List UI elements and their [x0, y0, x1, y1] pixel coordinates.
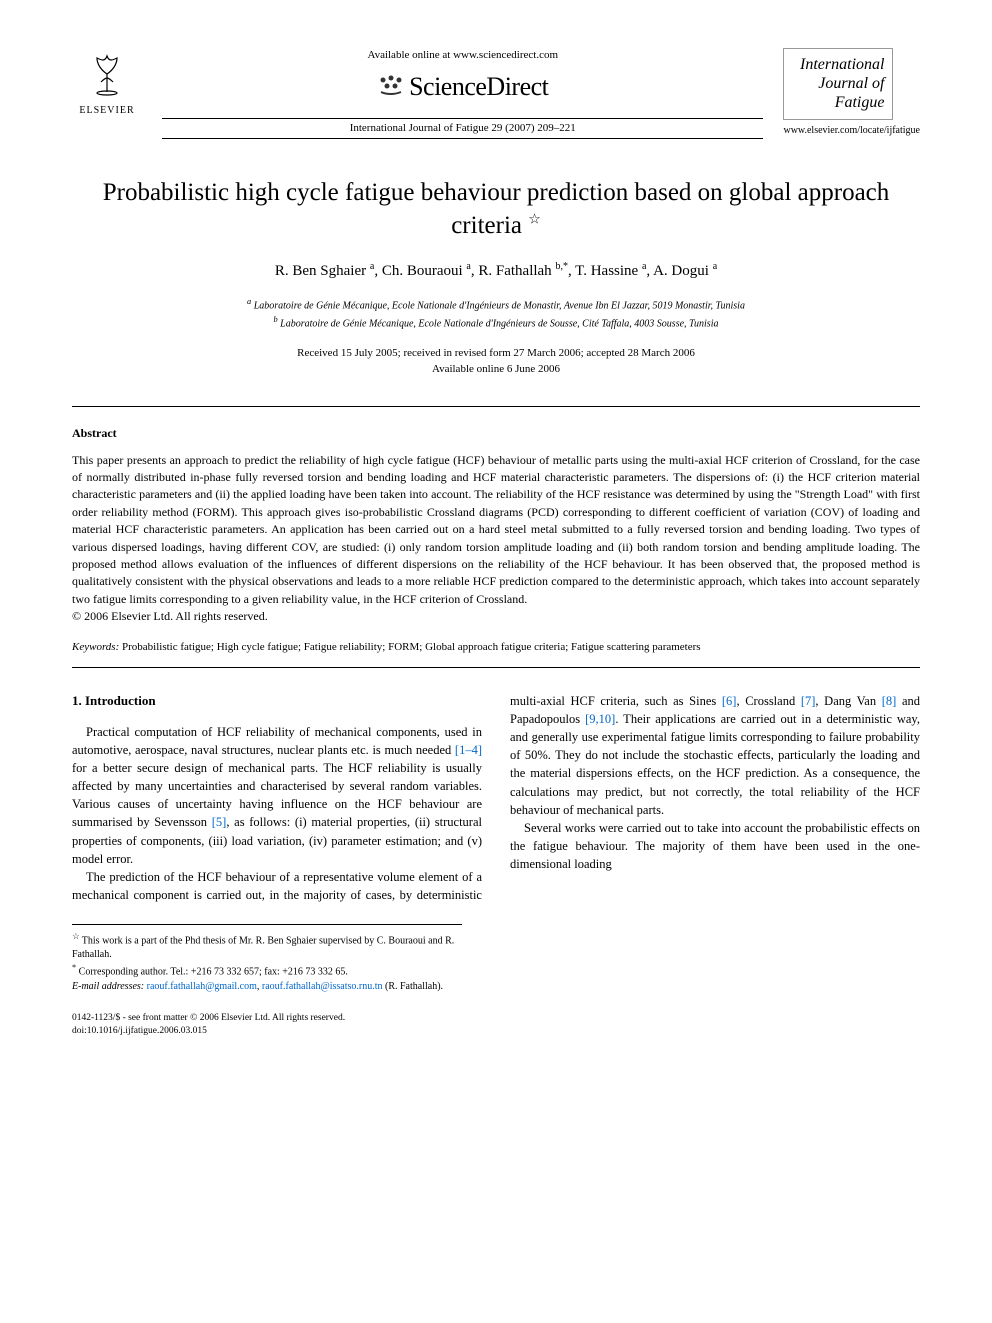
- page-header: ELSEVIER Available online at www.science…: [72, 48, 920, 141]
- authors: R. Ben Sghaier a, Ch. Bouraoui a, R. Fat…: [72, 260, 920, 282]
- abstract-rule-top: [72, 406, 920, 407]
- p2b: , Crossland: [736, 694, 800, 708]
- keywords-label: Keywords:: [72, 641, 119, 653]
- header-rule-bottom: [162, 138, 763, 139]
- abstract-heading: Abstract: [72, 425, 920, 442]
- ref-5[interactable]: [5]: [212, 815, 227, 829]
- ref-1-4[interactable]: [1–4]: [455, 743, 482, 757]
- affiliation-a-text: Laboratoire de Génie Mécanique, Ecole Na…: [254, 301, 745, 312]
- sciencedirect-icon: [377, 74, 405, 104]
- footnote-corresponding-text: Corresponding author. Tel.: +216 73 332 …: [79, 967, 348, 978]
- footnotes: ☆ This work is a part of the Phd thesis …: [72, 924, 462, 994]
- email-suffix: (R. Fathallah).: [382, 981, 443, 992]
- elsevier-logo: ELSEVIER: [72, 48, 142, 118]
- email-1[interactable]: raouf.fathallah@gmail.com: [147, 981, 257, 992]
- keywords: Keywords: Probabilistic fatigue; High cy…: [72, 640, 920, 655]
- sciencedirect-logo: ScienceDirect: [162, 69, 763, 105]
- center-header: Available online at www.sciencedirect.co…: [142, 48, 783, 141]
- article-title: Probabilistic high cycle fatigue behavio…: [72, 177, 920, 242]
- journal-logo: International Journal of Fatigue: [783, 48, 893, 120]
- abstract-rule-bottom: [72, 667, 920, 668]
- p2e: . Their applications are carried out in …: [510, 712, 920, 817]
- abstract-text: This paper presents an approach to predi…: [72, 453, 920, 606]
- p1c: , as follows: (i) material properties, (…: [226, 815, 459, 829]
- footnote-email: E-mail addresses: raouf.fathallah@gmail.…: [72, 980, 462, 994]
- title-footnote-marker: ☆: [528, 212, 541, 227]
- affiliations: a Laboratoire de Génie Mécanique, Ecole …: [72, 296, 920, 331]
- p2c: , Dang Van: [815, 694, 881, 708]
- title-text: Probabilistic high cycle fatigue behavio…: [103, 179, 890, 239]
- footer-copyright: 0142-1123/$ - see front matter © 2006 El…: [72, 1012, 920, 1025]
- journal-logo-block: International Journal of Fatigue www.els…: [783, 48, 920, 138]
- footnote-star: ☆ This work is a part of the Phd thesis …: [72, 931, 462, 962]
- sciencedirect-text: ScienceDirect: [409, 72, 548, 101]
- date-online: Available online 6 June 2006: [72, 361, 920, 378]
- intro-paragraph-1: Practical computation of HCF reliability…: [72, 723, 482, 868]
- affiliation-a: a Laboratoire de Génie Mécanique, Ecole …: [72, 296, 920, 313]
- affiliation-b: b Laboratoire de Génie Mécanique, Ecole …: [72, 314, 920, 331]
- article-body: 1. Introduction Practical computation of…: [72, 692, 920, 904]
- footnote-corresponding: * Corresponding author. Tel.: +216 73 33…: [72, 962, 462, 979]
- elsevier-label: ELSEVIER: [72, 104, 142, 118]
- email-2[interactable]: raouf.fathallah@issatso.rnu.tn: [262, 981, 383, 992]
- intro-paragraph-3: Several works were carried out to take i…: [510, 819, 920, 873]
- elsevier-tree-icon: [72, 48, 142, 102]
- available-online-text: Available online at www.sciencedirect.co…: [162, 48, 763, 63]
- page-footer: 0142-1123/$ - see front matter © 2006 El…: [72, 1012, 920, 1039]
- ref-6[interactable]: [6]: [722, 694, 737, 708]
- ref-7[interactable]: [7]: [801, 694, 816, 708]
- footer-doi: doi:10.1016/j.ijfatigue.2006.03.015: [72, 1025, 920, 1038]
- abstract-body: This paper presents an approach to predi…: [72, 452, 920, 626]
- journal-logo-line-2: Journal of: [792, 74, 884, 93]
- date-received: Received 15 July 2005; received in revis…: [72, 345, 920, 362]
- journal-reference: International Journal of Fatigue 29 (200…: [162, 121, 763, 136]
- section-1-heading: 1. Introduction: [72, 692, 482, 711]
- email-label: E-mail addresses:: [72, 981, 144, 992]
- journal-url[interactable]: www.elsevier.com/locate/ijfatigue: [783, 124, 920, 138]
- keywords-text: Probabilistic fatigue; High cycle fatigu…: [122, 641, 701, 653]
- article-dates: Received 15 July 2005; received in revis…: [72, 345, 920, 378]
- ref-9-10[interactable]: [9,10]: [585, 712, 615, 726]
- header-rule-top: [162, 118, 763, 119]
- affiliation-b-text: Laboratoire de Génie Mécanique, Ecole Na…: [280, 318, 718, 329]
- footnote-star-text: This work is a part of the Phd thesis of…: [72, 935, 454, 960]
- p1a: Practical computation of HCF reliability…: [72, 725, 482, 757]
- journal-logo-line-1: International: [792, 55, 884, 74]
- journal-logo-line-3: Fatigue: [792, 93, 884, 112]
- abstract-copyright: © 2006 Elsevier Ltd. All rights reserved…: [72, 609, 268, 623]
- ref-8[interactable]: [8]: [882, 694, 897, 708]
